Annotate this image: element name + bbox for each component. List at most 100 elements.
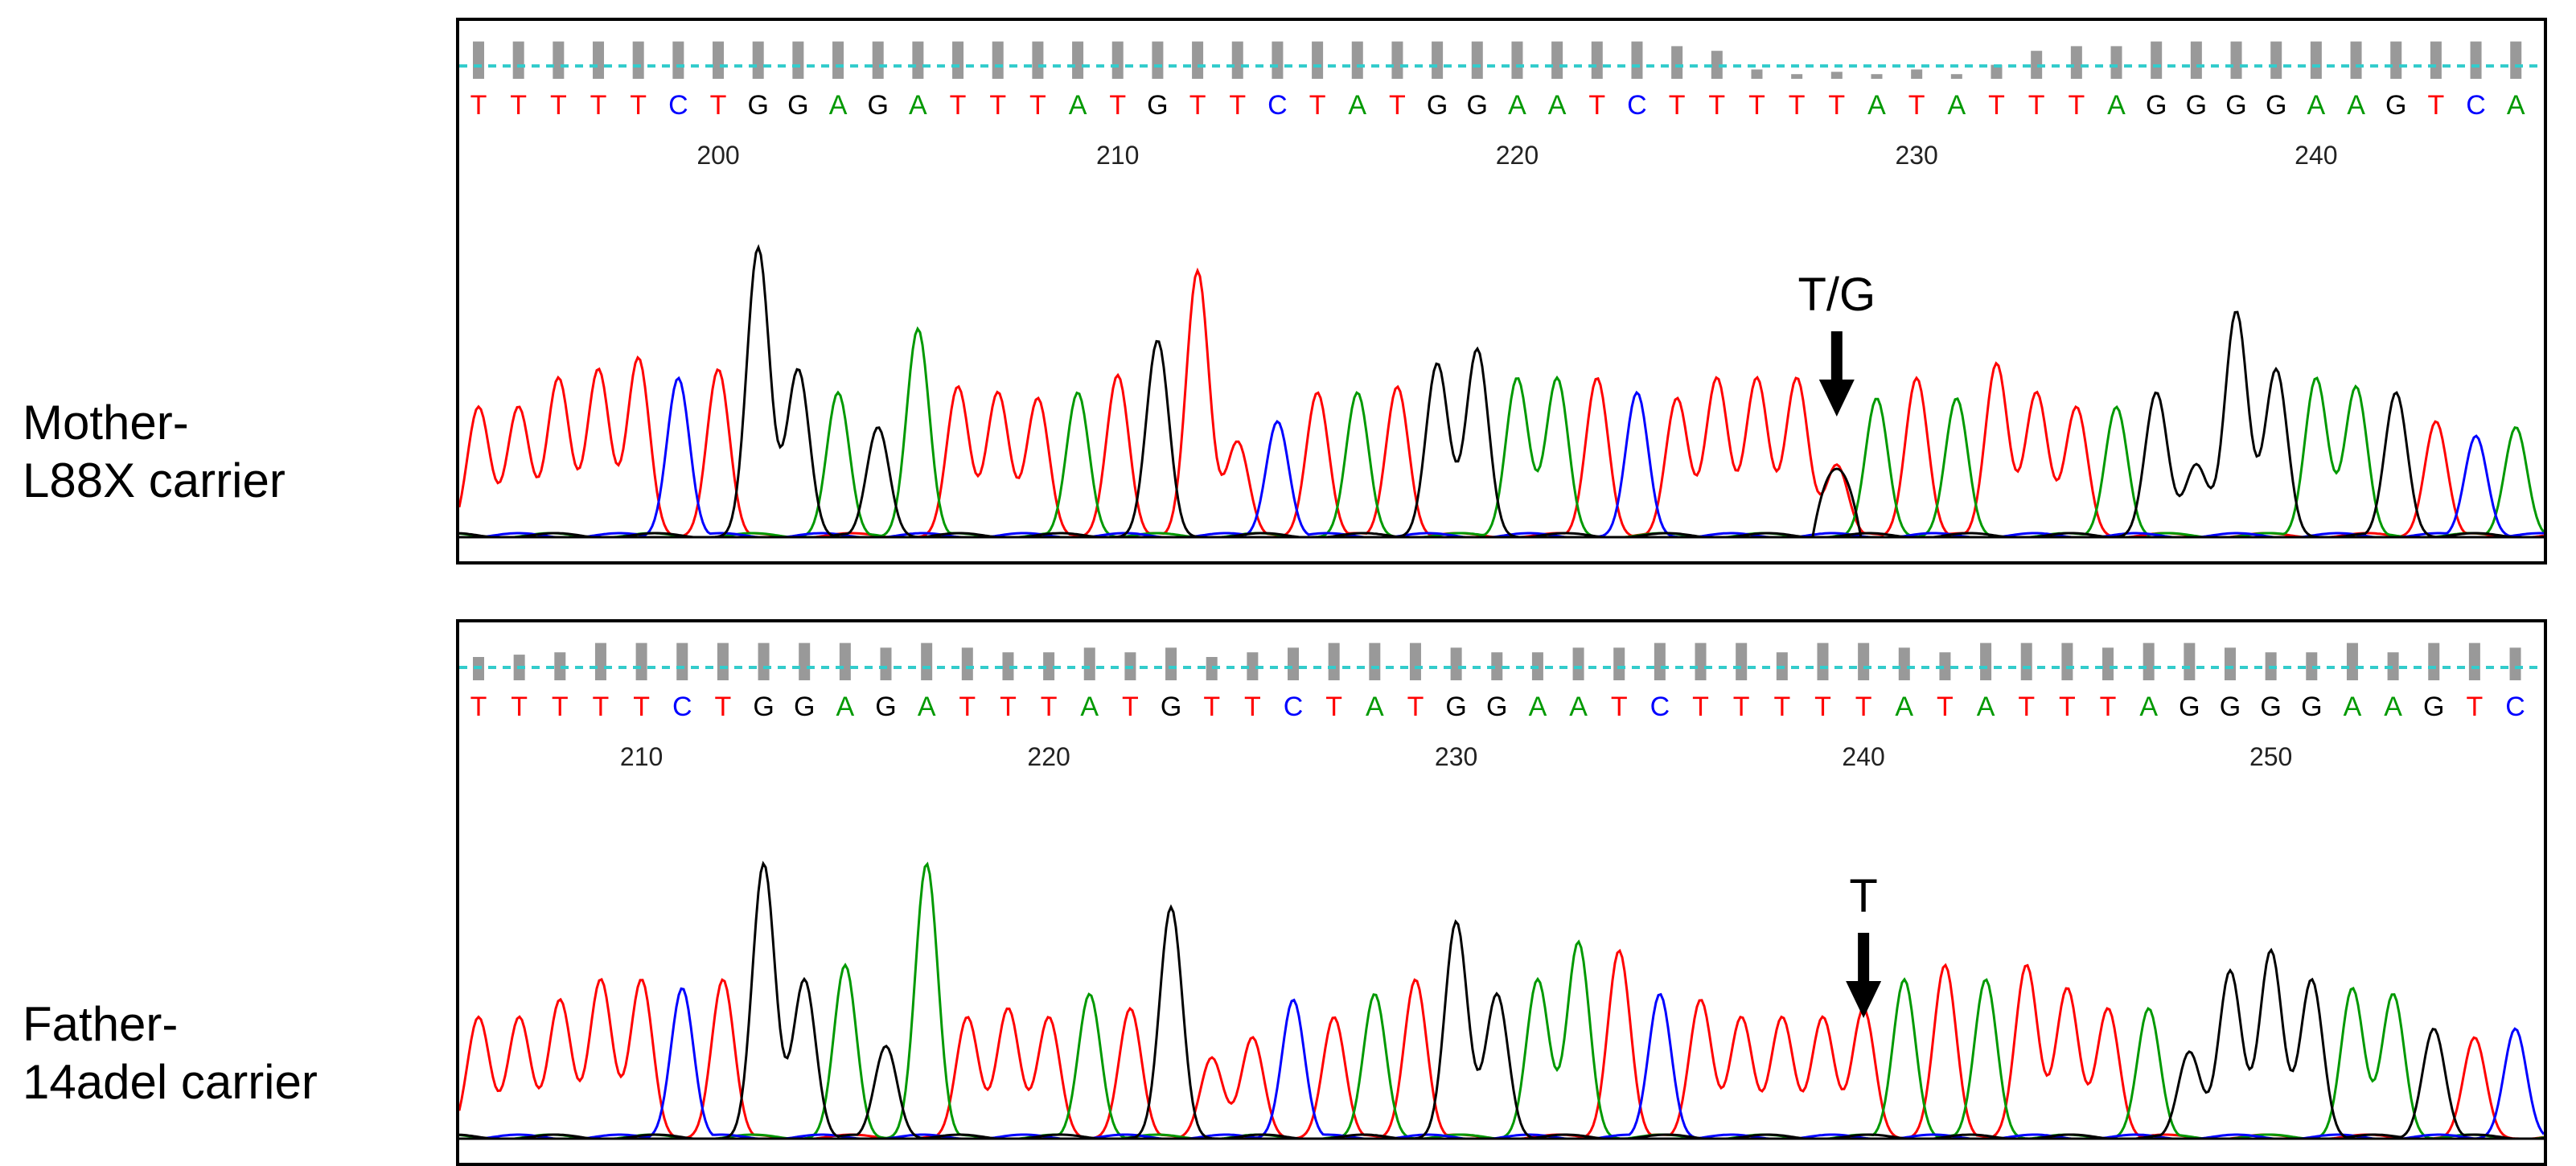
quality-bar [2387,652,2399,680]
quality-bar [2350,41,2362,79]
base-call: C [672,692,692,722]
mother-label-line-1: Mother- [23,396,189,450]
mother-row-label: Mother- L88X carrier [23,394,286,510]
base-call: A [1569,692,1588,722]
base-call: G [794,692,815,722]
quality-bar [792,41,804,79]
quality-bar [2306,652,2318,680]
quality-bar [1671,46,1683,79]
quality-bar [1591,41,1603,79]
base-call: T [590,90,607,121]
position-label: 250 [2249,742,2292,771]
base-call: C [1650,692,1670,722]
base-call: T [1189,90,1206,121]
base-call: T [1122,692,1139,722]
base-call: T [1773,692,1790,722]
base-call: G [2266,90,2286,121]
base-call: A [1867,90,1886,121]
quality-bar [2430,41,2442,79]
quality-bar [952,41,964,79]
base-call: G [867,90,888,121]
quality-bar [2020,643,2032,680]
position-label: 230 [1895,141,1937,170]
quality-bar [2230,41,2242,79]
quality-bar [752,41,764,79]
base-call: C [668,90,688,121]
quality-bar [1369,643,1381,680]
base-call: G [2146,90,2167,121]
quality-bar [1991,64,2003,79]
quality-bar [2509,647,2521,680]
father-label-line-1: Father- [23,997,179,1051]
quality-bar [1711,51,1723,79]
base-call: T [1708,90,1725,121]
base-call: T [1669,90,1686,121]
base-call: T [2100,692,2117,722]
base-call: A [829,90,848,121]
base-call: G [1161,692,1181,722]
quality-bar [2070,46,2082,79]
quality-bar [1312,41,1324,79]
quality-bar [1751,69,1763,79]
trace-secondary-G [1811,467,1863,538]
base-call: T [470,90,487,121]
base-call: T [2427,90,2444,121]
base-call: A [1977,692,1995,722]
base-call: C [1267,90,1288,121]
quality-bar [1511,41,1523,79]
base-call: T [1814,692,1831,722]
base-call: T [630,90,647,121]
quality-bar [1002,652,1014,680]
quality-bar [1491,652,1503,680]
quality-bar [1613,647,1625,680]
base-call: T [510,90,527,121]
quality-bar [1858,643,1870,680]
quality-bar [799,643,811,680]
position-label: 210 [620,742,663,771]
quality-bar [1471,41,1483,79]
quality-bar [2031,51,2043,79]
quality-bar [839,643,851,680]
quality-bar [2102,647,2114,680]
quality-bar [1231,41,1243,79]
base-call: T [1828,90,1845,121]
position-label: 210 [1096,141,1139,170]
quality-bar [2143,643,2155,680]
quality-bar [1165,647,1177,680]
quality-bar [1911,69,1923,79]
base-call: G [1486,692,1507,722]
base-call: C [1284,692,1304,722]
base-call: T [1855,692,1872,722]
base-call: T [989,90,1006,121]
base-call: T [470,692,487,722]
quality-bar [1272,41,1284,79]
base-call: T [715,692,732,722]
base-call: C [2466,90,2486,121]
base-call: T [593,692,610,722]
mother-annotation-arrow [1818,331,1855,417]
base-call: G [875,692,896,722]
base-call: G [1147,90,1168,121]
base-call: T [511,692,528,722]
quality-bar [921,643,933,680]
base-call: T [1389,90,1406,121]
quality-bar [1950,74,1962,79]
quality-bar [635,643,647,680]
base-call: T [1041,692,1058,722]
base-call: T [1937,692,1954,722]
trace-T [459,948,2544,1140]
quality-bar [1032,41,1044,79]
base-call: A [1348,90,1366,121]
quality-bar [1980,643,1992,680]
base-call: A [2384,692,2402,722]
base-call: T [1229,90,1246,121]
father-annotation-label: T [1849,870,1877,922]
base-call: G [2301,692,2322,722]
quality-bar [2346,643,2358,680]
arrow-shaft [1830,331,1843,384]
position-label: 230 [1435,742,1477,771]
quality-bar [1247,652,1259,680]
base-call: A [836,692,855,722]
base-call: T [550,90,567,121]
